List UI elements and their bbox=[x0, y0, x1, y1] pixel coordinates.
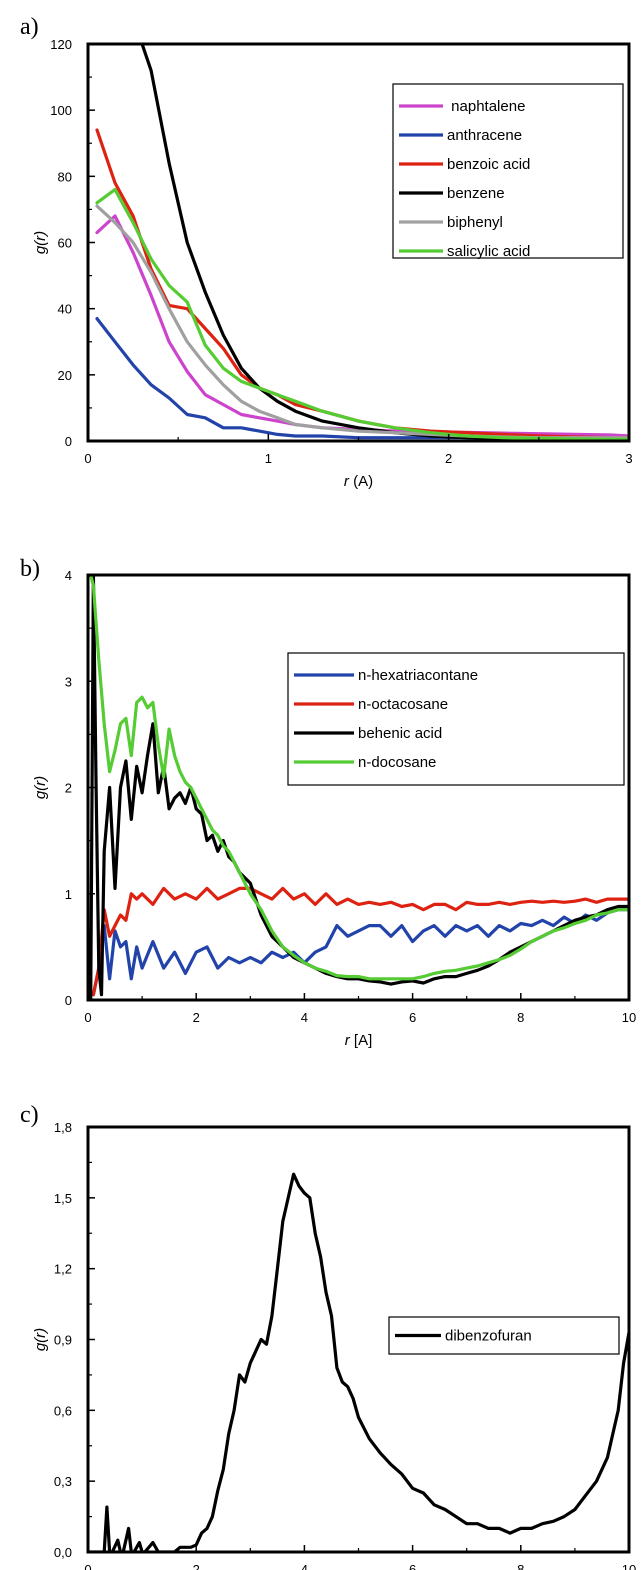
panel-label: c) bbox=[20, 1102, 39, 1128]
legend-entry-label: benzoic acid bbox=[447, 156, 530, 173]
chart-panel-0: a) 0 1 2 3 0 20 40 60 80 100 120 r (A) g(r) naphtalen… bbox=[20, 14, 633, 490]
x-tick-label: 10 bbox=[622, 1010, 636, 1025]
legend-box bbox=[392, 83, 624, 259]
y-tick-label: 4 bbox=[65, 568, 72, 583]
legend: naphtalene anthracene benzoic acid benzene b… bbox=[392, 83, 624, 260]
y-tick-label: 120 bbox=[50, 37, 72, 52]
legend-entry-label: dibenzofuran bbox=[445, 1328, 532, 1345]
legend-entry-label: n-octacosane bbox=[358, 696, 448, 713]
y-axis-paren: (r) bbox=[32, 231, 49, 246]
y-tick-label: 20 bbox=[58, 368, 72, 383]
x-tick-label: 1 bbox=[265, 451, 272, 466]
legend-entry-label: n-docosane bbox=[358, 754, 436, 771]
x-axis-var: r bbox=[345, 1032, 351, 1049]
x-axis-unit: [A] bbox=[350, 1032, 373, 1049]
x-axis-title: r [A] bbox=[345, 1032, 373, 1049]
y-axis-paren: (r) bbox=[32, 776, 49, 791]
legend-entry-label: salicylic acid bbox=[447, 243, 530, 260]
series-line-salicylic-acid bbox=[95, 188, 629, 441]
legend-entry-label: biphenyl bbox=[447, 214, 503, 231]
y-tick-label: 60 bbox=[58, 236, 72, 251]
y-tick-label: 80 bbox=[58, 169, 72, 184]
y-tick-label: 1,2 bbox=[54, 1262, 72, 1277]
y-tick-label: 0,6 bbox=[54, 1403, 72, 1418]
x-tick-label: 6 bbox=[409, 1562, 416, 1570]
x-tick-label: 8 bbox=[517, 1010, 524, 1025]
y-tick-label: 1,5 bbox=[54, 1191, 72, 1206]
y-axis-title: g(r) bbox=[32, 776, 49, 799]
x-axis-unit: (A) bbox=[349, 473, 373, 490]
y-tick-label: 100 bbox=[50, 103, 72, 118]
y-axis-var: g bbox=[32, 1342, 49, 1351]
series-line-n-docosane bbox=[89, 575, 629, 981]
legend: n-hexatriacontane n-octacosane behenic aci… bbox=[287, 652, 625, 786]
panel-label: a) bbox=[20, 14, 39, 40]
y-axis-var: g bbox=[32, 245, 49, 254]
x-tick-label: 0 bbox=[84, 1562, 91, 1570]
legend-entry-label: naphtalene bbox=[447, 98, 525, 115]
legend-entry-label: n-hexatriacontane bbox=[358, 667, 478, 684]
x-tick-label: 0 bbox=[84, 451, 91, 466]
legend-entry-label: benzene bbox=[447, 185, 505, 202]
x-axis-title: r (A) bbox=[344, 473, 373, 490]
y-tick-label: 0,9 bbox=[54, 1333, 72, 1348]
y-tick-label: 3 bbox=[65, 674, 72, 689]
legend-entry-label: behenic acid bbox=[358, 725, 442, 742]
x-tick-label: 0 bbox=[84, 1010, 91, 1025]
y-axis-title: g(r) bbox=[32, 1328, 49, 1351]
plot-frame bbox=[86, 573, 631, 1002]
series-line-n-octacosane bbox=[91, 886, 629, 997]
y-tick-label: 1 bbox=[65, 887, 72, 902]
legend: dibenzofuran bbox=[388, 1316, 620, 1355]
y-axis-title: g(r) bbox=[32, 231, 49, 254]
legend-entry-label: anthracene bbox=[447, 127, 522, 144]
y-tick-label: 0 bbox=[65, 993, 72, 1008]
x-tick-label: 4 bbox=[301, 1562, 308, 1570]
x-tick-label: 2 bbox=[193, 1010, 200, 1025]
x-tick-label: 4 bbox=[301, 1010, 308, 1025]
y-tick-label: 40 bbox=[58, 302, 72, 317]
x-axis-var: r bbox=[344, 473, 350, 490]
y-tick-label: 0,3 bbox=[54, 1474, 72, 1489]
x-tick-label: 2 bbox=[193, 1562, 200, 1570]
series-line-behenic-acid bbox=[89, 575, 629, 1000]
panel-label: b) bbox=[20, 556, 40, 582]
y-axis-var: g bbox=[32, 790, 49, 799]
x-tick-label: 6 bbox=[409, 1010, 416, 1025]
series-line-dibenzofuran bbox=[88, 1172, 629, 1552]
series-line-anthracene bbox=[95, 317, 629, 440]
chart-panel-1: b) 0 2 4 6 8 10 0 1 2 3 4 r [A] g(r) n-hexatriacontane… bbox=[20, 556, 636, 1049]
x-tick-label: 8 bbox=[517, 1562, 524, 1570]
y-tick-label: 2 bbox=[65, 781, 72, 796]
y-axis-paren: (r) bbox=[32, 1328, 49, 1343]
x-tick-label: 10 bbox=[622, 1562, 636, 1570]
y-tick-label: 0,0 bbox=[54, 1545, 72, 1560]
y-tick-label: 0 bbox=[65, 434, 72, 449]
x-tick-label: 3 bbox=[625, 451, 632, 466]
y-tick-label: 1,8 bbox=[54, 1120, 72, 1135]
x-tick-label: 2 bbox=[445, 451, 452, 466]
series-line-n-hexatriacontane bbox=[91, 908, 629, 997]
